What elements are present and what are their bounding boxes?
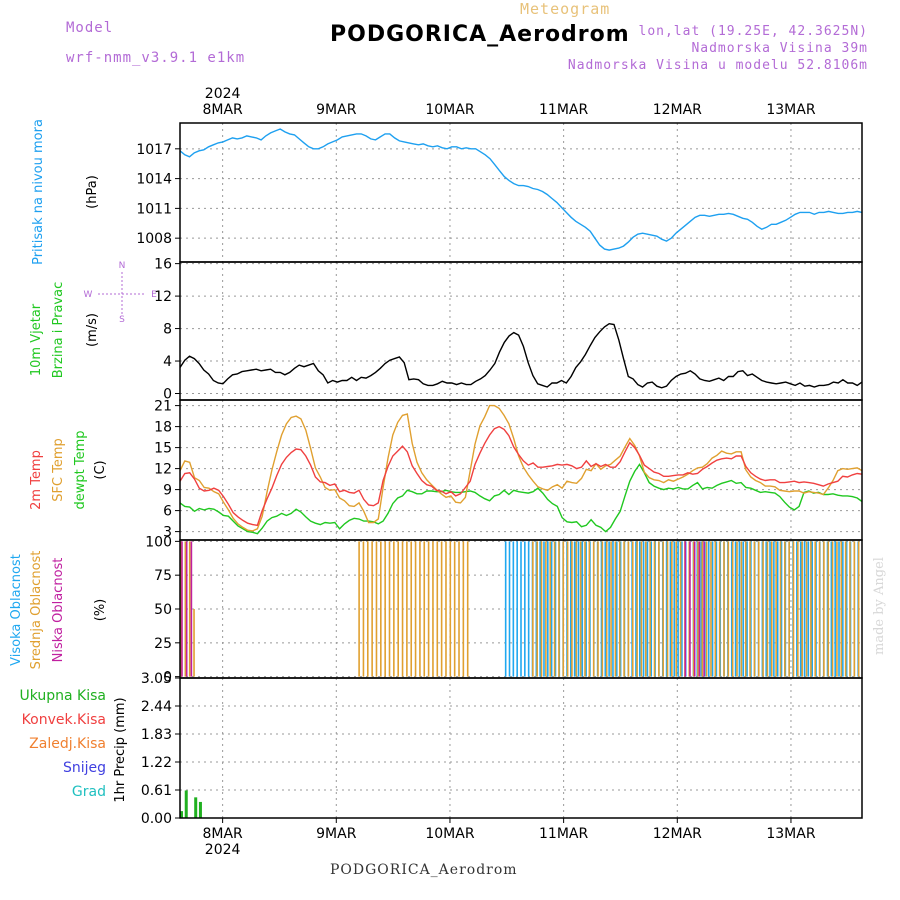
compass-w: W [84,290,93,300]
y-tick-label: 1011 [136,201,172,217]
wind-ylabel-1: 10m Vjetar [29,303,44,376]
precip-legend-item: Snijeg [63,760,106,776]
compass-n: N [119,261,126,271]
panel-frame-temperature [179,399,863,541]
low-cloud-ylabel: Niska Oblacnost [51,558,66,663]
data-layer [179,128,863,818]
high-cloud-ylabel: Visoka Oblacnost [9,554,24,666]
y-tick-label: 18 [154,420,172,436]
year-label-top: 2024 [205,86,241,102]
precip-bar [194,797,198,818]
y-tick-label: 1.83 [141,727,172,743]
day-label-bottom: 9MAR [316,826,357,842]
y-tick-label: 1017 [136,142,172,158]
y-tick-label: 3.05 [141,671,172,687]
y-tick-label: 100 [145,534,172,550]
y-tick-label: 15 [154,441,172,457]
y-tick-label: 0.00 [141,811,172,827]
cloud-unit: (%) [93,599,108,622]
precip-legend-item: Grad [72,784,106,800]
pressure-ylabel: Pritisak na nivou mora [31,119,46,265]
y-tick-label: 0 [163,670,172,686]
day-label-bottom: 11MAR [539,826,588,842]
y-tick-label: 4 [163,354,172,370]
day-label-top: 9MAR [316,102,357,118]
model-name: wrf-nmm_v3.9.1 e1km [66,50,246,66]
sfc-temp-line [179,404,863,532]
lonlat-label: lon,lat (19.25E, 42.3625N) [638,24,868,39]
y-tick-label: 3 [163,525,172,541]
t2m-line [179,425,863,527]
model-label: Model [66,20,114,36]
pressure-unit: (hPa) [85,175,100,209]
panel-frame-precip [179,677,863,819]
y-tick-label: 12 [154,289,172,305]
compass-s: S [119,315,125,325]
day-label-top: 10MAR [425,102,474,118]
y-tick-label: 8 [163,322,172,338]
station-title: PODGORICA_Aerodrom [330,22,630,47]
wind-ylabel-2: Brzina i Pravac [51,282,66,379]
day-label-top: 12MAR [653,102,702,118]
y-tick-label: 6 [163,504,172,520]
y-tick-label: 1014 [136,172,172,188]
text-layer: 1008101110141017048121636912151821025507… [9,86,816,858]
wind-speed-line [179,322,863,389]
product-title: Meteogram [520,0,611,18]
precip-bar [180,811,183,818]
compass-e: E [151,290,157,300]
dewpt-ylabel: dewpt Temp [73,430,88,509]
y-tick-label: 2.44 [141,699,172,715]
y-tick-label: 16 [154,257,172,273]
y-tick-label: 75 [154,568,172,584]
precip-legend-item: Zaledj.Kisa [29,736,106,752]
day-label-top: 8MAR [202,102,243,118]
sfc-ylabel: SFC Temp [51,438,66,502]
day-label-bottom: 12MAR [653,826,702,842]
day-label-bottom: 10MAR [425,826,474,842]
y-tick-label: 9 [163,483,172,499]
model-elevation-label: Nadmorska Visina u modelu 52.8106m [567,58,868,73]
precip-legend-item: Konvek.Kisa [22,712,106,728]
y-tick-label: 50 [154,602,172,618]
day-label-top: 13MAR [766,102,815,118]
y-tick-label: 1.22 [141,755,172,771]
precip-ylabel: 1hr Precip (mm) [113,697,128,802]
precip-bar [184,790,188,818]
t2m-ylabel: 2m Temp [29,450,44,510]
y-tick-label: 21 [154,399,172,415]
y-tick-label: 12 [154,462,172,478]
precip-legend-item: Ukupna Kisa [19,688,106,704]
elevation-label: Nadmorska Visina 39m [691,41,868,56]
y-tick-label: 0 [163,387,172,403]
y-tick-label: 25 [154,636,172,652]
frame-layer [175,122,863,823]
panel-frame-pressure [179,122,863,263]
y-tick-label: 1008 [136,231,172,247]
watermark: made by Angel [872,557,887,655]
day-label-top: 11MAR [539,102,588,118]
y-tick-label: 0.61 [141,783,172,799]
mid-cloud-ylabel: Srednja Oblacnost [29,551,44,670]
day-label-bottom: 8MAR [202,826,243,842]
pressure-line [179,128,863,251]
temp-unit: (C) [93,460,108,479]
footer-station: PODGORICA_Aerodrom [330,862,518,878]
day-label-bottom: 13MAR [766,826,815,842]
wind-unit: (m/s) [85,313,100,347]
dewpt-line [179,463,863,535]
precip-bar [198,801,202,818]
year-label-bottom: 2024 [205,842,241,858]
